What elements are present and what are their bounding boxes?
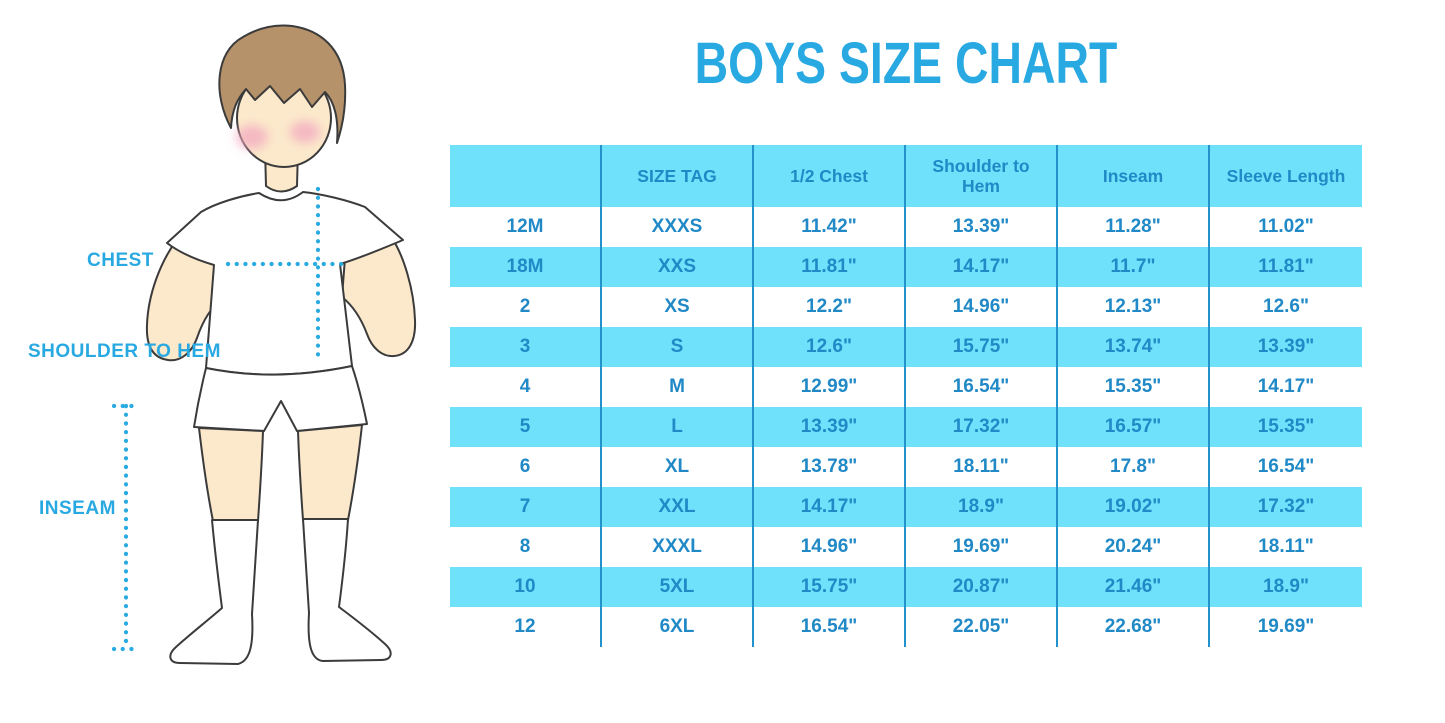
header-cell: Shoulder to Hem xyxy=(906,145,1058,207)
inseam-label: INSEAM xyxy=(39,498,116,519)
size-cell: 6 xyxy=(450,447,602,487)
value-cell: XL xyxy=(602,447,754,487)
table-row: 7 XXL 14.17" 18.9" 19.02" 17.32" xyxy=(450,487,1362,527)
value-cell: 18.11" xyxy=(906,447,1058,487)
value-cell: M xyxy=(602,367,754,407)
size-cell: 4 xyxy=(450,367,602,407)
value-cell: 18.11" xyxy=(1258,536,1314,557)
table-header-row: SIZE TAG 1/2 Chest Shoulder to Hem Inseam Sl… xyxy=(450,145,1362,207)
value-cell: 14.17" xyxy=(906,247,1058,287)
value-cell: 15.35" xyxy=(1058,367,1210,407)
chest-label: CHEST xyxy=(87,250,154,271)
table-row: 6 XL 13.78" 18.11" 17.8" 16.54" xyxy=(450,447,1362,487)
size-cell: 5 xyxy=(450,407,602,447)
value-cell: 14.96" xyxy=(906,287,1058,327)
header-cell-empty xyxy=(450,145,602,207)
value-cell: 12.6" xyxy=(1263,296,1309,317)
size-table: SIZE TAG 1/2 Chest Shoulder to Hem Inseam Sl… xyxy=(450,145,1362,647)
size-cell: 10 xyxy=(450,567,602,607)
value-cell: L xyxy=(602,407,754,447)
shorts xyxy=(193,365,368,432)
value-cell: 17.32" xyxy=(906,407,1058,447)
value-cell: 17.8" xyxy=(1058,447,1210,487)
value-cell: 13.74" xyxy=(1058,327,1210,367)
size-cell: 2 xyxy=(450,287,602,327)
value-cell: 11.81" xyxy=(754,247,906,287)
boy-illustration xyxy=(111,24,417,665)
value-cell: 13.78" xyxy=(754,447,906,487)
value-cell: 11.02" xyxy=(1258,216,1314,237)
hair xyxy=(218,24,347,144)
value-cell: 11.81" xyxy=(1258,256,1314,277)
value-cell: 15.75" xyxy=(906,327,1058,367)
value-cell: 16.54" xyxy=(754,607,906,647)
size-cell: 3 xyxy=(450,327,602,367)
value-cell: 11.7" xyxy=(1058,247,1210,287)
table-row: 4 M 12.99" 16.54" 15.35" 14.17" xyxy=(450,367,1362,407)
value-cell: 11.28" xyxy=(1058,207,1210,247)
header-cell: 1/2 Chest xyxy=(754,145,906,207)
value-cell: 17.32" xyxy=(1257,496,1315,517)
value-cell: 6XL xyxy=(602,607,754,647)
legs xyxy=(197,423,364,522)
value-cell: 12.99" xyxy=(754,367,906,407)
table-row: 8 XXXL 14.96" 19.69" 20.24" 18.11" xyxy=(450,527,1362,567)
value-cell: 18.9" xyxy=(1263,576,1309,597)
value-cell: 19.69" xyxy=(1257,616,1315,637)
value-cell: 12.6" xyxy=(754,327,906,367)
value-cell: 5XL xyxy=(602,567,754,607)
header-cell: Inseam xyxy=(1058,145,1210,207)
value-cell: 22.05" xyxy=(906,607,1058,647)
header-cell: SIZE TAG xyxy=(602,145,754,207)
value-cell: 21.46" xyxy=(1058,567,1210,607)
value-cell: 20.87" xyxy=(906,567,1058,607)
value-cell: XXS xyxy=(602,247,754,287)
value-cell: 19.69" xyxy=(906,527,1058,567)
value-cell: XXXL xyxy=(602,527,754,567)
value-cell: 12.13" xyxy=(1058,287,1210,327)
table-body: 12M XXXS 11.42" 13.39" 11.28" 11.02" 18M XXS 11.… xyxy=(450,207,1362,647)
value-cell: 20.24" xyxy=(1058,527,1210,567)
value-cell: 18.9" xyxy=(906,487,1058,527)
table-row: 12M XXXS 11.42" 13.39" 11.28" 11.02" xyxy=(450,207,1362,247)
value-cell: 13.39" xyxy=(906,207,1058,247)
cheeks xyxy=(236,121,320,149)
table-row: 3 S 12.6" 15.75" 13.74" 13.39" xyxy=(450,327,1362,367)
table-row: 18M XXS 11.81" 14.17" 11.7" 11.81" xyxy=(450,247,1362,287)
size-cell: 12 xyxy=(450,607,602,647)
size-cell: 8 xyxy=(450,527,602,567)
page-title: BOYS SIZE CHART xyxy=(694,31,1118,96)
table-row: 5 L 13.39" 17.32" 16.57" 15.35" xyxy=(450,407,1362,447)
table-row: 2 XS 12.2" 14.96" 12.13" 12.6" xyxy=(450,287,1362,327)
value-cell: XXXS xyxy=(602,207,754,247)
value-cell: 14.96" xyxy=(754,527,906,567)
value-cell: 16.57" xyxy=(1058,407,1210,447)
value-cell: 16.54" xyxy=(1257,456,1315,477)
value-cell: 19.02" xyxy=(1058,487,1210,527)
socks xyxy=(169,518,392,665)
value-cell: XXL xyxy=(602,487,754,527)
size-cell: 18M xyxy=(450,247,602,287)
value-cell: 13.39" xyxy=(1257,336,1315,357)
table-row: 10 5XL 15.75" 20.87" 21.46" 18.9" xyxy=(450,567,1362,607)
table-row: 12 6XL 16.54" 22.05" 22.68" 19.69" xyxy=(450,607,1362,647)
value-cell: S xyxy=(602,327,754,367)
value-cell: 14.17" xyxy=(754,487,906,527)
value-cell: 15.35" xyxy=(1257,416,1315,437)
value-cell: 14.17" xyxy=(1257,376,1315,397)
value-cell: 22.68" xyxy=(1058,607,1210,647)
value-cell: 15.75" xyxy=(754,567,906,607)
value-cell: 11.42" xyxy=(754,207,906,247)
size-cell: 7 xyxy=(450,487,602,527)
value-cell: 12.2" xyxy=(754,287,906,327)
value-cell: 13.39" xyxy=(754,407,906,447)
value-cell: XS xyxy=(602,287,754,327)
size-cell: 12M xyxy=(450,207,602,247)
value-cell: 16.54" xyxy=(906,367,1058,407)
header-cell: Sleeve Length xyxy=(1226,165,1346,186)
shoulder-to-hem-label: SHOULDER TO HEM xyxy=(28,341,221,362)
